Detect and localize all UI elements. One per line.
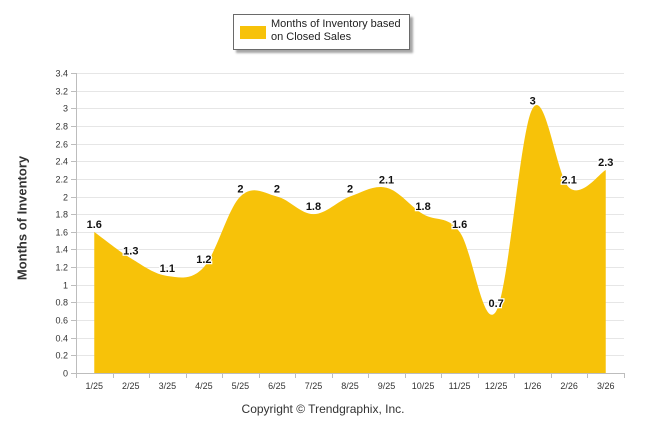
y-tick-label: 2.4 xyxy=(55,157,68,167)
y-tick-label: 1.4 xyxy=(55,245,68,255)
x-tick-label: 12/25 xyxy=(485,381,508,391)
y-tick-label: 3.2 xyxy=(55,87,68,97)
data-label: 2 xyxy=(274,184,280,196)
y-tick-label: 0.4 xyxy=(55,334,68,344)
data-labels: 1.6 1.3 1.1 1.2 2 2 1.8 2 2.1 1.8 1.6 0.7 3 2.1 2.3 xyxy=(85,94,614,311)
x-tick-label: 1/25 xyxy=(86,381,104,391)
x-tick-label: 2/25 xyxy=(122,381,140,391)
copyright-text: Copyright © Trendgraphix, Inc. xyxy=(241,402,405,416)
legend[interactable]: Months of Inventory based on Closed Sale… xyxy=(233,14,410,50)
data-label: 2.1 xyxy=(379,175,394,187)
x-tick-label: 6/25 xyxy=(268,381,286,391)
y-tick-label: 0.8 xyxy=(55,298,68,308)
x-tick-labels: 1/25 2/25 3/25 4/25 5/25 6/25 7/25 8/25 9/25 10/2… xyxy=(76,373,625,391)
data-label: 1.8 xyxy=(306,201,321,213)
x-tick-label: 3/25 xyxy=(159,381,177,391)
x-tick-label: 11/25 xyxy=(449,381,471,391)
data-label: 3 xyxy=(530,95,536,107)
data-label: 1.3 xyxy=(123,245,138,257)
y-tick-label: 1.6 xyxy=(55,228,68,238)
data-label: 2.3 xyxy=(598,157,613,169)
series-area-fill xyxy=(94,104,606,374)
y-tick-label: 2.6 xyxy=(55,140,68,150)
y-tick-label: 3 xyxy=(63,104,68,114)
x-tick-label: 1/26 xyxy=(524,381,542,391)
x-tick-label: 10/25 xyxy=(412,381,435,391)
x-tick-label: 9/25 xyxy=(378,381,396,391)
data-label: 0.7 xyxy=(488,298,503,310)
y-axis-title: Months of Inventory xyxy=(14,155,30,281)
data-label: 2.1 xyxy=(562,175,577,187)
y-tick-labels: 0 0.2 0.4 0.6 0.8 1 1.2 1.4 1.6 1.8 2 2.2 2.4 2.6 2.8 3… xyxy=(55,69,68,379)
data-label: 1.6 xyxy=(452,219,467,231)
data-label: 1.6 xyxy=(87,219,102,231)
data-label: 1.8 xyxy=(415,201,430,213)
legend-swatch xyxy=(240,26,266,39)
data-label: 2 xyxy=(347,184,353,196)
y-tick-label: 2 xyxy=(63,193,68,203)
data-label: 1.2 xyxy=(196,254,211,266)
y-tick-label: 1.8 xyxy=(55,210,68,220)
y-tick-label: 0 xyxy=(63,369,68,379)
series-area xyxy=(94,104,606,374)
y-tick-label: 2.8 xyxy=(55,122,68,132)
x-tick-label: 8/25 xyxy=(341,381,359,391)
x-tick-label: 7/25 xyxy=(305,381,323,391)
data-label: 1.1 xyxy=(160,263,175,275)
y-tick-label: 1 xyxy=(63,281,68,291)
y-tick-label: 1.2 xyxy=(55,263,68,273)
axes xyxy=(76,73,624,374)
legend-label: Months of Inventory based on Closed Sale… xyxy=(271,18,401,43)
x-tick-label: 4/25 xyxy=(195,381,213,391)
y-tick-label: 2.2 xyxy=(55,175,68,185)
x-tick-label: 5/25 xyxy=(232,381,250,391)
x-tick-label: 2/26 xyxy=(560,381,578,391)
x-tick-label: 3/26 xyxy=(597,381,615,391)
data-label: 2 xyxy=(237,184,243,196)
y-tick-label: 0.6 xyxy=(55,316,68,326)
y-tick-label: 3.4 xyxy=(55,69,68,79)
y-tick-label: 0.2 xyxy=(55,351,68,361)
